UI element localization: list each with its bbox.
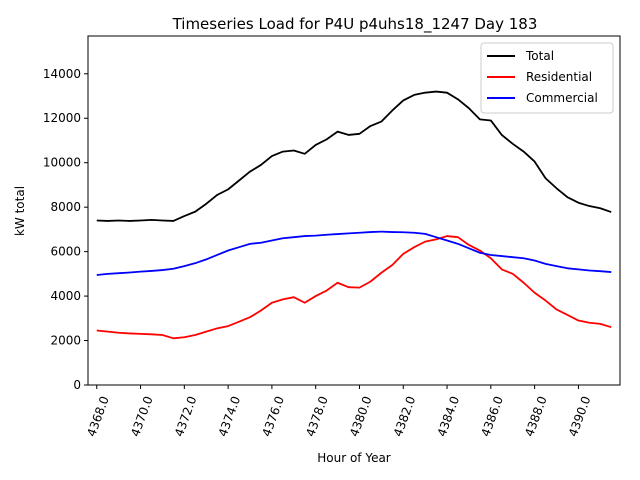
x-tick-label: 4380.0 xyxy=(347,394,375,438)
legend: Total Residential Commercial xyxy=(480,42,614,114)
y-tick-label: 6000 xyxy=(50,245,81,259)
y-tick-label: 14000 xyxy=(43,67,81,81)
x-tick-label: 4374.0 xyxy=(216,394,244,438)
y-axis-label: kW total xyxy=(13,186,27,236)
x-tick-label: 4390.0 xyxy=(566,394,594,438)
chart-title: Timeseries Load for P4U p4uhs18_1247 Day… xyxy=(172,15,538,34)
series-line-commercial xyxy=(96,230,612,276)
x-axis-label: Hour of Year xyxy=(317,451,391,465)
x-tick-label: 4388.0 xyxy=(522,394,550,438)
legend-label-commercial: Commercial xyxy=(526,91,598,105)
y-tick-label: 10000 xyxy=(43,156,81,170)
y-tick-label: 0 xyxy=(73,378,81,392)
x-tick-label: 4382.0 xyxy=(391,394,419,438)
series-lines xyxy=(96,90,612,340)
plot-area xyxy=(87,35,621,386)
series-line-total xyxy=(96,90,612,222)
y-tick-label: 12000 xyxy=(43,111,81,125)
legend-box xyxy=(480,42,614,114)
y-tick-label: 4000 xyxy=(50,289,81,303)
series-line-residential xyxy=(96,235,612,340)
legend-label-total: Total xyxy=(525,49,554,63)
x-tick-label: 4376.0 xyxy=(259,394,287,438)
x-tick-label: 4384.0 xyxy=(435,394,463,438)
legend-label-residential: Residential xyxy=(526,70,592,84)
x-tick-label: 4386.0 xyxy=(478,394,506,438)
y-tick-label: 2000 xyxy=(50,334,81,348)
x-tick-label: 4370.0 xyxy=(128,394,156,438)
x-tick-label: 4378.0 xyxy=(303,394,331,438)
y-axis-ticks: 0 2000 4000 6000 8000 10000 12000 14000 xyxy=(43,67,88,392)
x-tick-label: 4372.0 xyxy=(172,394,200,438)
x-tick-label: 4368.0 xyxy=(84,394,112,438)
x-axis-ticks: 4368.0 4370.0 4372.0 4374.0 4376.0 4378.0 4380… xyxy=(84,385,593,439)
y-tick-label: 8000 xyxy=(50,200,81,214)
